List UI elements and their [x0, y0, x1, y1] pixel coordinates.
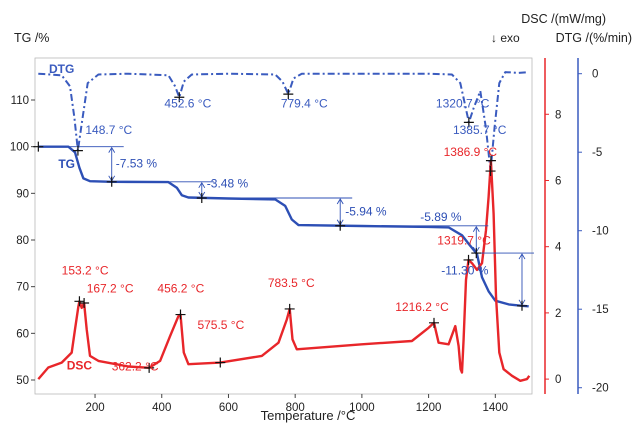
annotation-label: 362.2 °C — [112, 360, 159, 374]
mass-loss-arrow-head — [198, 181, 206, 189]
x-tick-label: 600 — [219, 402, 238, 414]
mass-loss-label: -5.89 % — [420, 210, 462, 224]
x-tick-label: 1200 — [416, 402, 442, 414]
peak-marker — [215, 357, 226, 368]
tg-tick-label: 110 — [11, 95, 29, 107]
annotation-label: 148.7 °C — [85, 123, 132, 137]
tg-tick-label: 50 — [16, 375, 29, 387]
annotation-label: TG — [58, 157, 75, 171]
peak-marker — [335, 220, 346, 231]
dsc-tick-label: 2 — [555, 308, 561, 320]
peak-marker — [485, 166, 496, 177]
series-line-dsc — [37, 159, 531, 382]
mass-loss-arrow-head — [108, 146, 116, 153]
tg-axis-label: TG /% — [14, 31, 49, 45]
peak-marker — [283, 89, 294, 100]
tg-tick-label: 90 — [16, 188, 29, 200]
dtg-tick-label: -15 — [592, 304, 609, 316]
peak-marker — [516, 300, 527, 311]
annotation-label: 153.2 °C — [62, 264, 109, 278]
peak-marker — [463, 254, 474, 265]
x-tick-label: 800 — [286, 402, 305, 414]
x-tick-label: 1400 — [483, 402, 509, 414]
peak-marker — [463, 117, 474, 128]
annotation-label: 575.5 °C — [197, 318, 244, 332]
peak-marker — [74, 296, 85, 307]
annotations: DTG TG DSC 148.7 °C 452.6 °C 779.4 °C 1320.7 °… — [49, 62, 507, 374]
series-lines — [37, 71, 531, 382]
dsc-tick-label: 8 — [555, 109, 561, 121]
tg-tick-label: 60 — [16, 328, 29, 340]
peak-marker — [33, 141, 44, 152]
peak-marker — [144, 362, 155, 373]
exo-indicator: ↓ exo — [491, 31, 520, 45]
peak-marker — [106, 176, 117, 187]
dtg-tick-label: -20 — [592, 383, 609, 395]
plot-frame — [34, 57, 533, 395]
peak-marker — [429, 317, 440, 328]
x-axis-label: Temperature /°C — [261, 408, 356, 423]
mass-loss-label: -3.48 % — [207, 177, 249, 191]
annotation-label: 1320.7 °C — [436, 96, 490, 110]
x-tick-label: 1000 — [349, 402, 375, 414]
peak-marker — [72, 145, 83, 156]
annotation-label: 783.5 °C — [268, 276, 315, 290]
dsc-tick-label: 4 — [555, 242, 562, 254]
annotation-label: DSC — [67, 358, 93, 372]
tg-tick-label: 100 — [10, 142, 29, 154]
tg-tick-label: 70 — [16, 282, 29, 294]
peak-marker — [79, 297, 90, 308]
x-tick-label: 200 — [85, 402, 104, 414]
peak-marker — [485, 155, 496, 166]
annotation-label: 1319.7 °C — [437, 234, 491, 248]
annotation-label: 452.6 °C — [164, 96, 211, 110]
peak-marker — [174, 92, 185, 103]
mass-loss-arrow-head — [518, 253, 526, 260]
peak-marker — [196, 193, 207, 203]
mass-loss-label: -11.30 % — [441, 264, 488, 278]
mass-loss-label: -7.53 % — [116, 157, 158, 171]
dsc-tick-label: 0 — [555, 374, 561, 386]
peak-marker — [284, 303, 295, 314]
dsc-axis-label: DSC /(mW/mg) — [521, 12, 606, 26]
annotation-label: DTG — [49, 62, 74, 76]
peak-marker — [175, 309, 186, 320]
dtg-tick-label: 0 — [592, 69, 598, 81]
tg-tick-label: 80 — [16, 235, 29, 247]
dtg-tick-label: -5 — [592, 147, 602, 159]
series-line-tg — [38, 145, 529, 308]
dtg-axis-label: DTG /(%/min) — [556, 31, 632, 45]
annotation-label: 779.4 °C — [281, 96, 328, 110]
mass-loss-arrow-head — [336, 198, 344, 205]
peak-marker — [471, 248, 482, 259]
annotation-label: 1385.7 °C — [453, 123, 507, 137]
annotation-label: 456.2 °C — [157, 281, 204, 295]
annotation-label: 1216.2 °C — [395, 300, 449, 314]
dsc-tick-label: 6 — [555, 175, 561, 187]
peak-markers — [33, 89, 527, 373]
mass-loss-label: -5.94 % — [345, 204, 387, 218]
x-tick-label: 400 — [152, 402, 171, 414]
axis-ticks: 200 400 600 800 1000 1200 14005060708090100110… — [10, 69, 609, 414]
mass-loss-steps: -7.53 % -3.48 % -5.94 % -5.89 % -11.30 % — [38, 146, 534, 306]
annotation-label: 167.2 °C — [87, 281, 134, 295]
dtg-tick-label: -10 — [592, 226, 609, 238]
annotation-label: 1386.9 °C — [444, 145, 498, 159]
mass-loss-arrow-head — [472, 225, 480, 232]
series-line-dtg — [38, 71, 529, 172]
